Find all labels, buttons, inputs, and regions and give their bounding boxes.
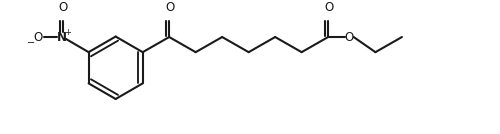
Text: N: N [57,31,67,44]
Text: O: O [58,1,68,14]
Text: O: O [33,31,42,44]
Text: O: O [344,31,354,44]
Text: +: + [64,28,71,37]
Text: −: − [27,38,35,48]
Text: O: O [166,1,175,14]
Text: O: O [324,1,334,14]
